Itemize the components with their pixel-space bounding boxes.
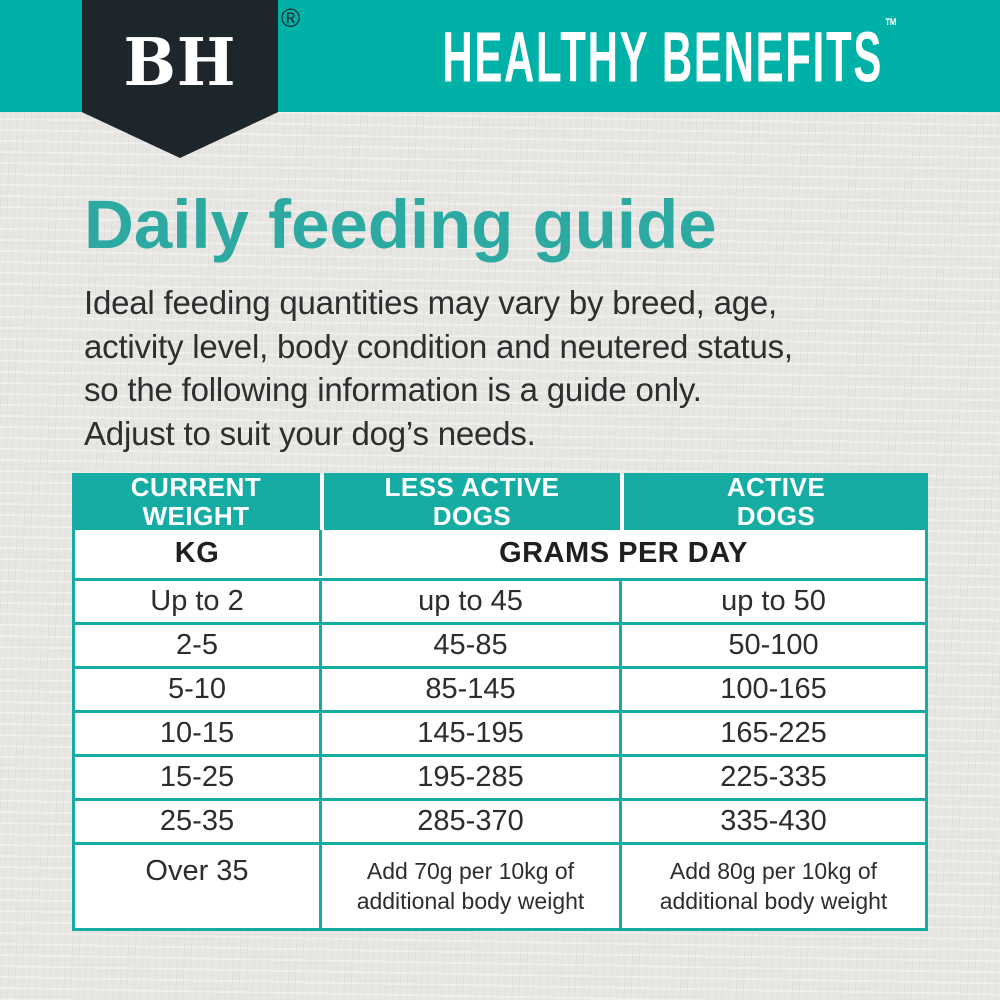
- col-header-line: CURRENT: [130, 472, 262, 502]
- active-cell: 50-100: [622, 622, 925, 666]
- table-row: Up to 2 up to 45 up to 50: [75, 578, 925, 622]
- table-row: 10-15 145-195 165-225: [75, 710, 925, 754]
- weight-cell: 2-5: [75, 622, 322, 666]
- less-active-cell: up to 45: [322, 578, 622, 622]
- table-row: 15-25 195-285 225-335: [75, 754, 925, 798]
- table-body: KG GRAMS PER DAY Up to 2 up to 45 up to …: [72, 530, 928, 931]
- intro-line: so the following information is a guide …: [84, 371, 702, 408]
- weight-cell: 10-15: [75, 710, 322, 754]
- table-row: 25-35 285-370 335-430: [75, 798, 925, 842]
- unit-row: KG GRAMS PER DAY: [75, 530, 925, 576]
- active-note: Add 80g per 10kg of additional body weig…: [659, 857, 888, 914]
- active-cell: 165-225: [622, 710, 925, 754]
- table-row: 5-10 85-145 100-165: [75, 666, 925, 710]
- col-header-line: ACTIVE: [726, 472, 826, 502]
- col-header-line: DOGS: [432, 500, 512, 531]
- col-header-line: DOGS: [736, 500, 816, 531]
- col-header-current-weight: CURRENT WEIGHT: [72, 472, 320, 531]
- less-active-cell: Add 70g per 10kg of additional body weig…: [322, 842, 622, 928]
- weight-cell: Up to 2: [75, 578, 322, 622]
- intro-line: activity level, body condition and neute…: [84, 327, 793, 365]
- less-active-note: Add 70g per 10kg of additional body weig…: [356, 857, 585, 914]
- less-active-cell: 195-285: [322, 754, 622, 798]
- unit-kg-cell: KG: [75, 530, 322, 576]
- less-active-cell: 45-85: [322, 622, 622, 666]
- col-header-active-dogs: ACTIVE DOGS: [624, 472, 928, 531]
- unit-grams-cell: GRAMS PER DAY: [499, 536, 748, 569]
- active-cell: 100-165: [622, 666, 925, 710]
- weight-cell: 25-35: [75, 798, 322, 842]
- brand-wordmark-wrap: HEALTHY BENEFITS ™: [410, 0, 930, 112]
- less-active-cell: 285-370: [322, 798, 622, 842]
- less-active-cell: 85-145: [322, 666, 622, 710]
- intro-paragraph: Ideal feeding quantities may vary by bre…: [84, 281, 793, 455]
- intro-line: Ideal feeding quantities may vary by bre…: [84, 284, 778, 321]
- col-header-line: LESS ACTIVE: [384, 472, 560, 502]
- brand-wordmark-text: HEALTHY BENEFITS: [442, 16, 884, 97]
- trademark-mark: ™: [884, 14, 898, 39]
- registered-mark: ®: [281, 3, 301, 33]
- table-row: Over 35 Add 70g per 10kg of additional b…: [75, 842, 925, 928]
- page-title: Daily feeding guide: [84, 186, 717, 263]
- table-row: 2-5 45-85 50-100: [75, 622, 925, 666]
- feeding-table: CURRENT WEIGHT LESS ACTIVE DOGS ACTIVE D…: [72, 473, 928, 931]
- row-divider-gap: [75, 576, 925, 578]
- brand-logo-text: BH: [123, 24, 237, 101]
- weight-cell: 5-10: [75, 666, 322, 710]
- active-cell: 225-335: [622, 754, 925, 798]
- weight-cell: 15-25: [75, 754, 322, 798]
- col-header-line: WEIGHT: [142, 500, 250, 531]
- brand-logo-pennant: BH: [82, 0, 278, 158]
- weight-cell: Over 35: [75, 842, 322, 928]
- intro-line: Adjust to suit your dog’s needs.: [84, 414, 536, 452]
- brand-wordmark: HEALTHY BENEFITS ™: [443, 14, 898, 98]
- col-header-less-active-dogs: LESS ACTIVE DOGS: [324, 472, 620, 531]
- active-cell: 335-430: [622, 798, 925, 842]
- table-header-row: CURRENT WEIGHT LESS ACTIVE DOGS ACTIVE D…: [72, 472, 928, 531]
- less-active-cell: 145-195: [322, 710, 622, 754]
- active-cell: Add 80g per 10kg of additional body weig…: [622, 842, 925, 928]
- active-cell: up to 50: [622, 578, 925, 622]
